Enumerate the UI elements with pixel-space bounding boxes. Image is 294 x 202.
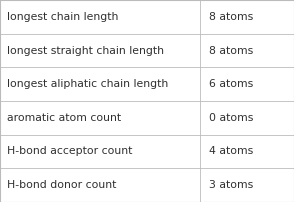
Text: 4 atoms: 4 atoms xyxy=(209,146,253,157)
Text: H-bond donor count: H-bond donor count xyxy=(7,180,117,190)
Text: longest straight chain length: longest straight chain length xyxy=(7,45,164,56)
Text: 6 atoms: 6 atoms xyxy=(209,79,253,89)
Text: 8 atoms: 8 atoms xyxy=(209,45,253,56)
Text: 0 atoms: 0 atoms xyxy=(209,113,253,123)
Text: aromatic atom count: aromatic atom count xyxy=(7,113,121,123)
Text: longest aliphatic chain length: longest aliphatic chain length xyxy=(7,79,168,89)
Text: H-bond acceptor count: H-bond acceptor count xyxy=(7,146,133,157)
Text: longest chain length: longest chain length xyxy=(7,12,119,22)
Text: 8 atoms: 8 atoms xyxy=(209,12,253,22)
Text: 3 atoms: 3 atoms xyxy=(209,180,253,190)
